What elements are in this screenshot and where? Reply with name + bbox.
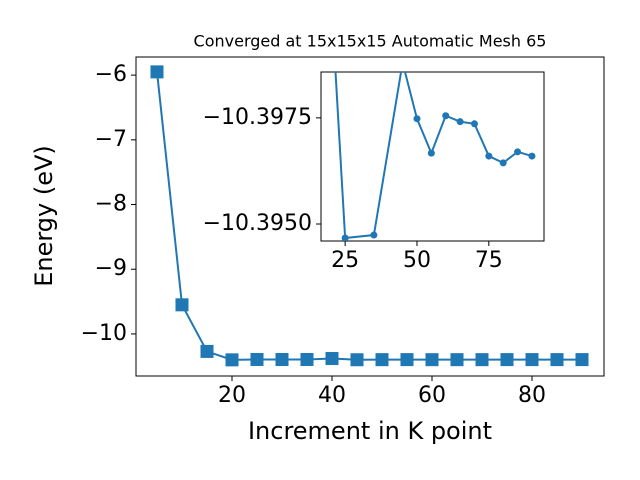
y-tick-label: −9 (95, 256, 127, 281)
marker (300, 352, 314, 366)
marker (528, 152, 536, 160)
marker (175, 298, 189, 312)
marker (200, 344, 214, 358)
x-tick-label: 60 (418, 383, 446, 408)
x-axis-label: Increment in K point (248, 417, 492, 445)
marker (514, 148, 522, 156)
marker (450, 353, 464, 367)
marker (456, 118, 464, 126)
marker (341, 234, 349, 241)
marker (427, 149, 435, 157)
marker (350, 353, 364, 367)
y-tick-label: −10 (81, 321, 127, 346)
marker (500, 353, 514, 367)
marker (550, 353, 564, 367)
x-tick-label: 20 (218, 383, 246, 408)
y-tick-label: −8 (95, 192, 127, 217)
y-tick-label: −10.3950 (203, 211, 312, 236)
series (334, 72, 536, 241)
marker (275, 353, 289, 366)
x-tick-label: 50 (403, 248, 431, 273)
marker (442, 112, 450, 120)
chart-title: Converged at 15x15x15 Automatic Mesh 65 (194, 32, 547, 51)
marker (225, 353, 239, 367)
y-tick-label: −6 (95, 62, 127, 87)
y-axis-label: Energy (eV) (30, 145, 58, 287)
x-tick-label: 80 (518, 383, 546, 408)
marker (575, 353, 589, 367)
x-tick-label: 75 (475, 248, 503, 273)
marker (499, 159, 507, 167)
x-tick-label: 40 (318, 383, 346, 408)
marker (425, 353, 439, 367)
y-tick-label: −10.3975 (203, 105, 312, 130)
marker (250, 352, 264, 366)
marker (370, 231, 378, 239)
marker (413, 115, 421, 123)
x-tick-label: 25 (331, 248, 359, 273)
marker (485, 152, 493, 160)
marker (525, 353, 539, 367)
marker (400, 353, 414, 367)
marker (375, 353, 389, 367)
series (150, 65, 589, 367)
plot-area (320, 71, 545, 242)
marker (325, 352, 339, 366)
marker (470, 120, 478, 128)
y-tick-label: −7 (95, 127, 127, 152)
marker (150, 65, 164, 79)
marker (475, 353, 489, 367)
